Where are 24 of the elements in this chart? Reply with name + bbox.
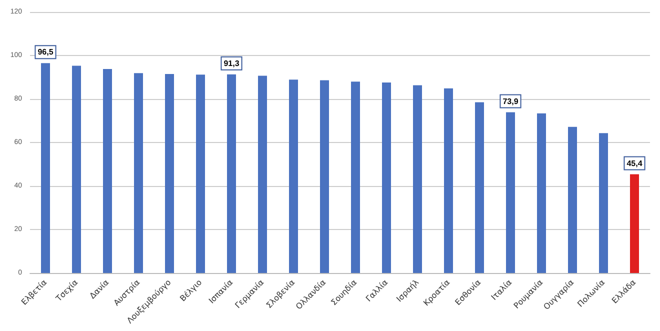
bar bbox=[227, 74, 236, 273]
bar bbox=[475, 102, 484, 273]
data-label: 45,4 bbox=[626, 158, 643, 168]
bar bbox=[599, 133, 608, 273]
bar bbox=[289, 80, 298, 273]
bar bbox=[537, 113, 546, 273]
bar bbox=[413, 85, 422, 273]
bar bbox=[41, 63, 50, 273]
bar bbox=[103, 68, 112, 273]
bar bbox=[165, 74, 174, 273]
bar bbox=[196, 74, 205, 273]
data-label: 73,9 bbox=[502, 96, 519, 106]
data-label: 91,3 bbox=[224, 58, 240, 68]
bar bbox=[258, 76, 267, 273]
bar bbox=[134, 73, 143, 273]
data-label: 96,5 bbox=[38, 48, 54, 57]
bar bbox=[382, 82, 391, 273]
bar bbox=[72, 66, 81, 273]
bar bbox=[630, 174, 639, 273]
bar bbox=[506, 112, 515, 273]
bar bbox=[320, 80, 329, 273]
bar bbox=[351, 82, 360, 273]
bar bbox=[444, 88, 453, 273]
bar bbox=[568, 126, 577, 273]
